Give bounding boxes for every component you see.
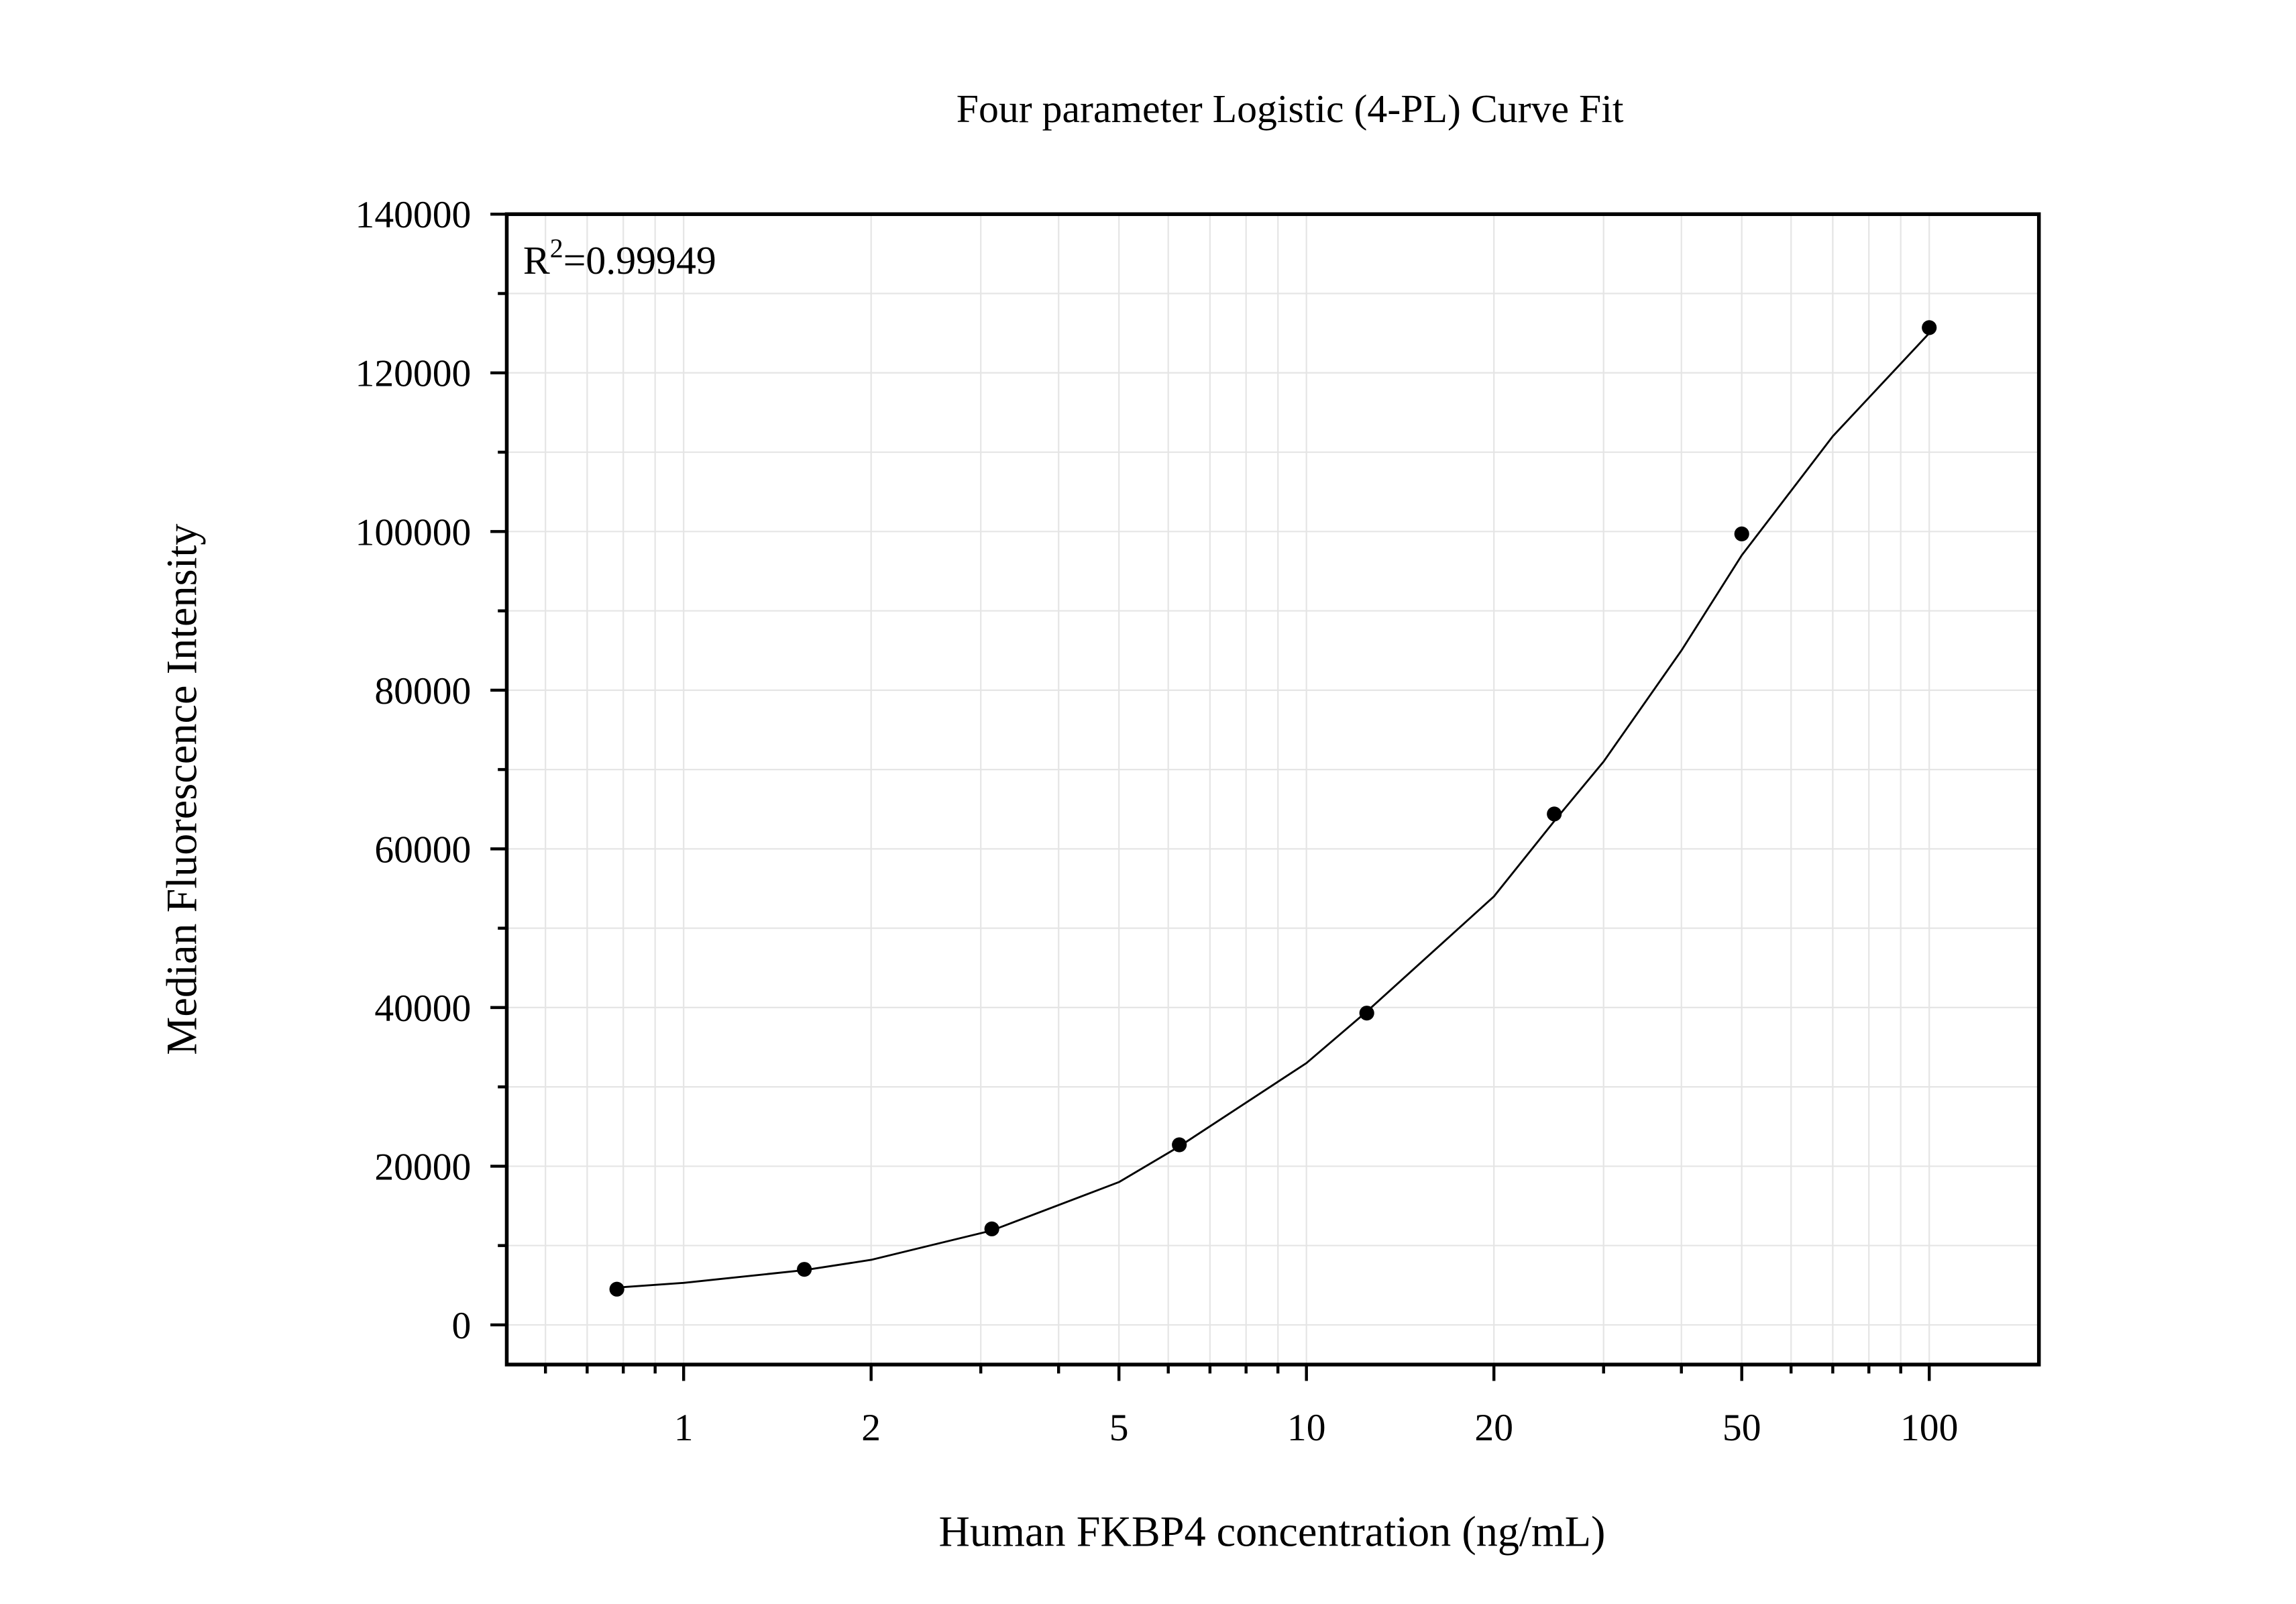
annotation: R2=0.99949: [523, 233, 716, 282]
annotation-superscript: 2: [550, 233, 563, 264]
x-axis-title: Human FKBP4 concentration (ng/mL): [939, 1507, 1606, 1555]
fit-curve: [616, 332, 1930, 1289]
x-tick-label: 5: [1109, 1407, 1129, 1449]
data-point: [1359, 1006, 1374, 1021]
data-point: [1172, 1137, 1187, 1153]
annotation-text: =0.99949: [563, 238, 716, 282]
annotation-base: R: [523, 238, 550, 282]
grid: [506, 213, 2039, 1365]
y-tick-label: 0: [452, 1305, 472, 1347]
x-tick-label: 100: [1900, 1407, 1958, 1449]
x-tick-label: 20: [1474, 1407, 1513, 1449]
data-point: [1734, 526, 1749, 541]
y-tick-label: 60000: [374, 828, 471, 871]
y-tick-label: 100000: [356, 511, 472, 553]
y-tick-label: 20000: [374, 1146, 471, 1188]
x-tick-label: 1: [674, 1407, 694, 1449]
y-tick-label: 40000: [374, 987, 471, 1030]
y-axis-title: Median Fluorescence Intensity: [158, 524, 205, 1055]
chart-title: Four parameter Logistic (4-PL) Curve Fit: [956, 87, 1624, 131]
y-tick-label: 120000: [356, 353, 472, 395]
data-point: [984, 1221, 999, 1236]
plot-frame: [504, 212, 2041, 1367]
y-tick-label: 80000: [374, 670, 471, 712]
y-tick-label: 140000: [356, 194, 472, 236]
data-point: [797, 1262, 812, 1277]
data-point: [1922, 320, 1937, 335]
x-tick-label: 10: [1287, 1407, 1326, 1449]
x-tick-label: 2: [861, 1407, 881, 1449]
x-tick-label: 50: [1723, 1407, 1761, 1449]
data-point: [1547, 806, 1562, 822]
data-point: [609, 1281, 624, 1297]
